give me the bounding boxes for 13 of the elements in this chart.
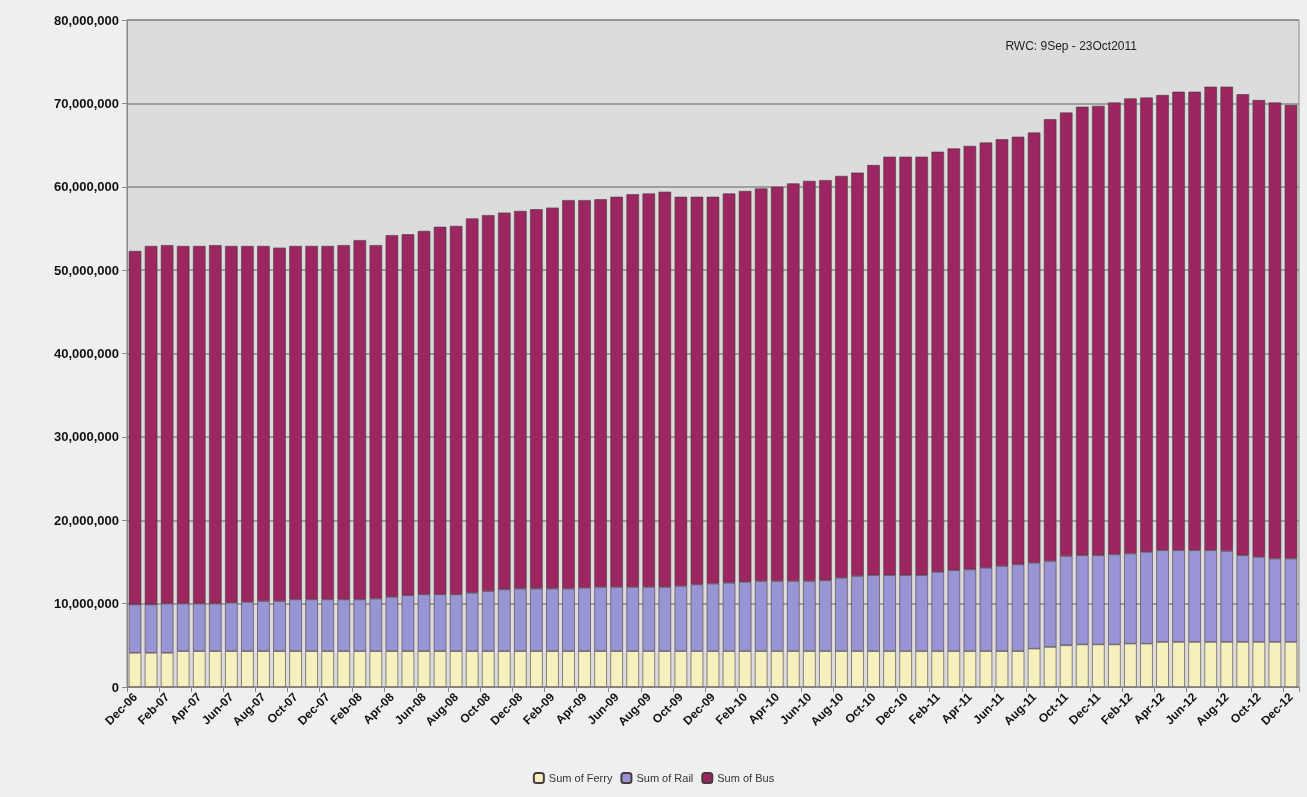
legend-label: Sum of Rail: [636, 772, 694, 784]
y-tick-label: 40,000,000: [53, 346, 119, 361]
legend-label: Sum of Bus: [717, 772, 775, 784]
y-tick-label: 70,000,000: [53, 95, 119, 111]
y-tick-label: 20,000,000: [53, 512, 119, 528]
y-tick-label: 80,000,000: [53, 12, 119, 28]
annotation: RWC: 9Sep - 23Oct2011: [1005, 39, 1138, 53]
y-tick-label: 30,000,000: [53, 429, 119, 445]
y-tick-label: 0: [111, 679, 119, 695]
legend-label: Sum of Ferry: [548, 772, 613, 784]
y-tick-label: 10,000,000: [53, 596, 119, 612]
y-tick-label: 60,000,000: [53, 179, 119, 195]
y-tick-label: 50,000,000: [53, 262, 119, 278]
